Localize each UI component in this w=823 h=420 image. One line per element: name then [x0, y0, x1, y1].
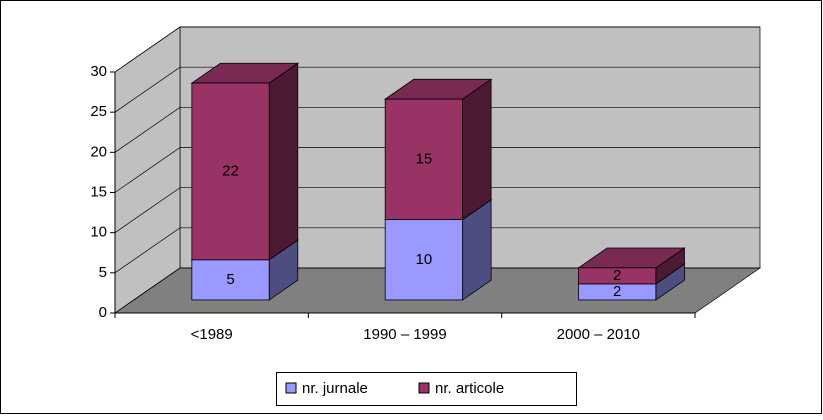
y-tick-label: 5: [99, 264, 107, 281]
grid-line: [114, 187, 760, 233]
data-label: 5: [226, 271, 234, 288]
grid-line: [114, 267, 760, 314]
data-label: 22: [222, 162, 239, 179]
grid-line: [114, 227, 760, 274]
y-tick-label: 10: [90, 224, 107, 241]
x-tick-label: <1989: [191, 326, 233, 343]
data-label: 2: [613, 267, 621, 284]
bar: [384, 98, 463, 221]
legend-swatch: [418, 382, 430, 394]
y-tick-label: 0: [99, 304, 107, 321]
grid-line: [114, 26, 760, 73]
bar: [384, 219, 463, 301]
legend-label: nr. articole: [435, 380, 504, 397]
grid-line: [114, 147, 760, 193]
legend-label: nr. jurnale: [302, 380, 368, 397]
x-tick-label: 1990 – 1999: [363, 326, 446, 343]
grid-line: [114, 66, 760, 113]
bar: [578, 267, 657, 285]
bar-side: [268, 62, 299, 261]
y-tick-label: 20: [90, 143, 107, 160]
bar-side: [462, 78, 492, 221]
legend-swatch: [285, 382, 297, 394]
data-label: 10: [416, 251, 433, 268]
data-label: 2: [613, 283, 621, 300]
bar: [191, 82, 270, 261]
grid-line: [114, 106, 760, 153]
legend: nr. jurnale nr. articole: [276, 372, 577, 406]
y-tick-label: 30: [90, 63, 107, 80]
x-tick-label: 2000 – 2010: [557, 326, 640, 343]
data-label: 15: [416, 150, 433, 167]
bar: [191, 259, 270, 301]
y-tick-label: 25: [90, 103, 107, 120]
y-tick-label: 15: [90, 183, 107, 200]
